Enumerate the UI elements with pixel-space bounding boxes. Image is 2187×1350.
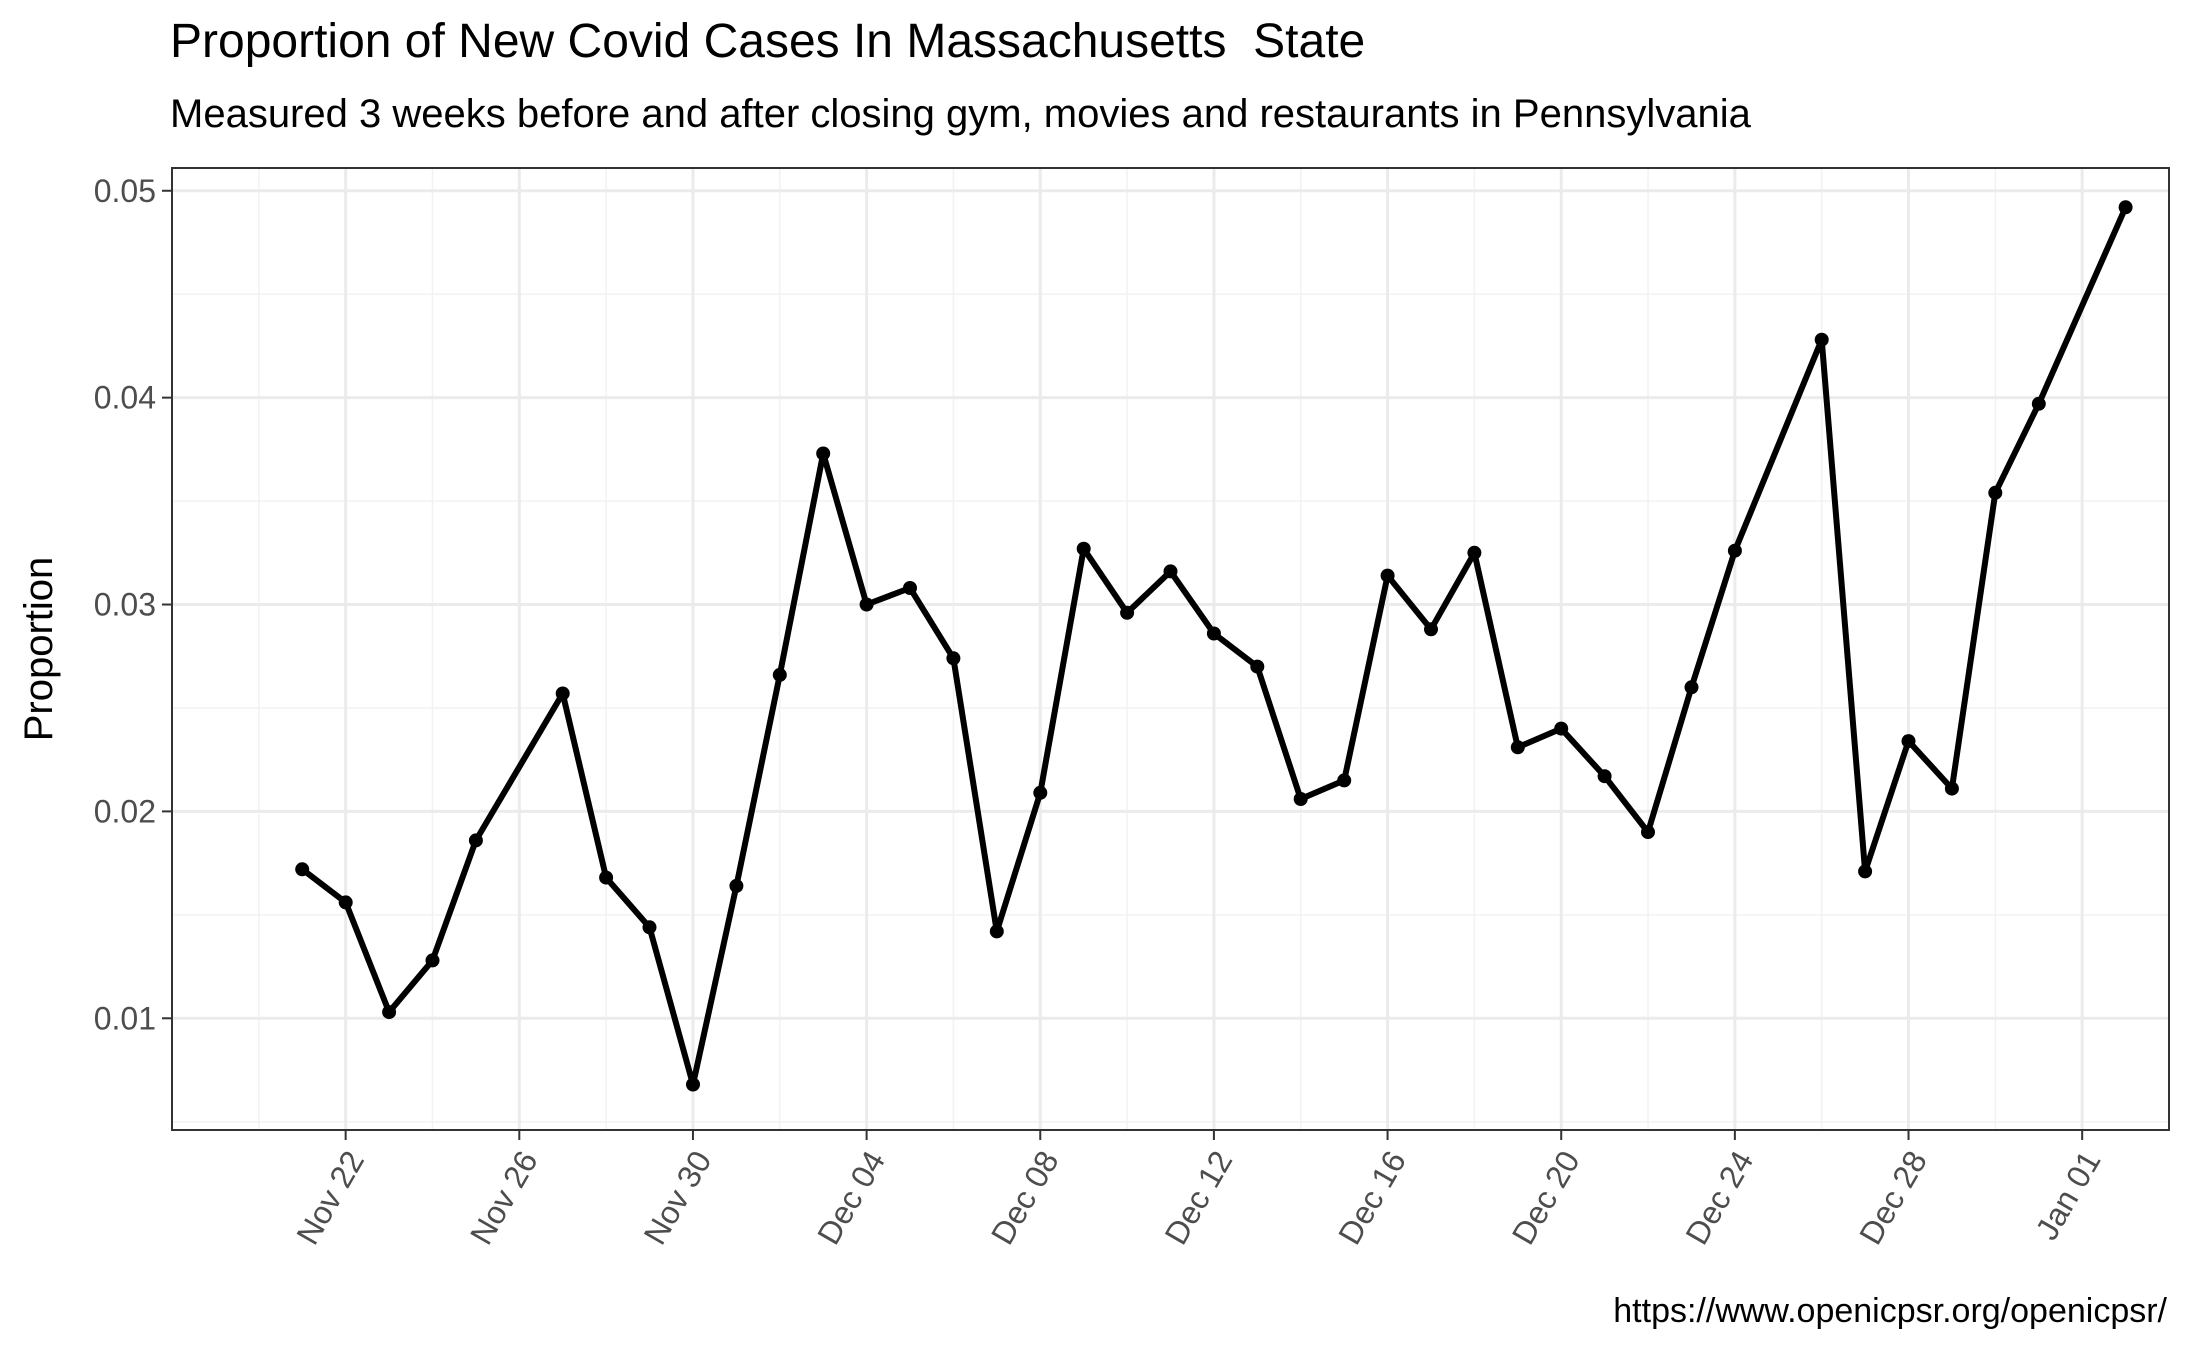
data-point (1120, 606, 1134, 620)
data-point (643, 920, 657, 934)
data-point (1988, 486, 2002, 500)
data-point (1728, 544, 1742, 558)
data-point (990, 924, 1004, 938)
data-point (2032, 397, 2046, 411)
data-point (1815, 333, 1829, 347)
data-point (903, 581, 917, 595)
data-point (2119, 200, 2133, 214)
data-point (469, 833, 483, 847)
x-tick-label: Nov 26 (463, 1145, 545, 1251)
data-point (382, 1005, 396, 1019)
data-point (1077, 542, 1091, 556)
data-point (1858, 864, 1872, 878)
x-tick-label: Dec 24 (1678, 1145, 1760, 1251)
x-tick-label: Dec 12 (1158, 1145, 1240, 1251)
y-tick-label: 0.03 (94, 587, 156, 623)
y-tick-label: 0.02 (94, 793, 156, 829)
data-point (1945, 782, 1959, 796)
minor-gridlines (172, 168, 2169, 1130)
source-caption: https://www.openicpsr.org/openicpsr/ (1613, 1292, 2167, 1331)
y-tick-label: 0.04 (94, 380, 156, 416)
data-point (1033, 786, 1047, 800)
data-point (1467, 546, 1481, 560)
data-point (860, 598, 874, 612)
data-point (1381, 569, 1395, 583)
data-point (1250, 660, 1264, 674)
data-point (1294, 792, 1308, 806)
data-point (1207, 627, 1221, 641)
x-tick-label: Dec 16 (1331, 1145, 1413, 1251)
data-point (946, 651, 960, 665)
data-point (1164, 564, 1178, 578)
x-tick-label: Nov 22 (289, 1145, 371, 1251)
data-point (729, 879, 743, 893)
x-axis: Nov 22 Nov 26 Nov 30 Dec 04 Dec 08 Dec 12 Dec … (289, 1130, 2107, 1251)
data-point (1598, 769, 1612, 783)
x-tick-label: Dec 04 (810, 1145, 892, 1251)
major-gridlines (172, 168, 2169, 1130)
data-point (686, 1078, 700, 1092)
x-tick-label: Dec 08 (984, 1145, 1066, 1251)
data-point (1424, 622, 1438, 636)
data-point (295, 862, 309, 876)
data-point (556, 687, 570, 701)
data-point (1641, 825, 1655, 839)
data-point (1337, 773, 1351, 787)
x-tick-label: Dec 28 (1852, 1145, 1934, 1251)
x-tick-label: Nov 30 (637, 1145, 719, 1251)
x-tick-label: Dec 20 (1505, 1145, 1587, 1251)
data-point (816, 447, 830, 461)
y-tick-label: 0.05 (94, 173, 156, 209)
data-point (1902, 734, 1916, 748)
y-axis: 0.01 0.02 0.03 0.04 0.05 (94, 173, 172, 1037)
data-point (1685, 680, 1699, 694)
x-tick-label: Jan 01 (2028, 1145, 2107, 1246)
plot-panel-border (172, 168, 2169, 1130)
data-point (426, 953, 440, 967)
data-point (773, 668, 787, 682)
data-point (599, 871, 613, 885)
y-axis-title: Proportion (17, 557, 61, 742)
y-tick-label: 0.01 (94, 1000, 156, 1036)
data-point (339, 895, 353, 909)
data-point (1554, 722, 1568, 736)
data-point (1511, 740, 1525, 754)
